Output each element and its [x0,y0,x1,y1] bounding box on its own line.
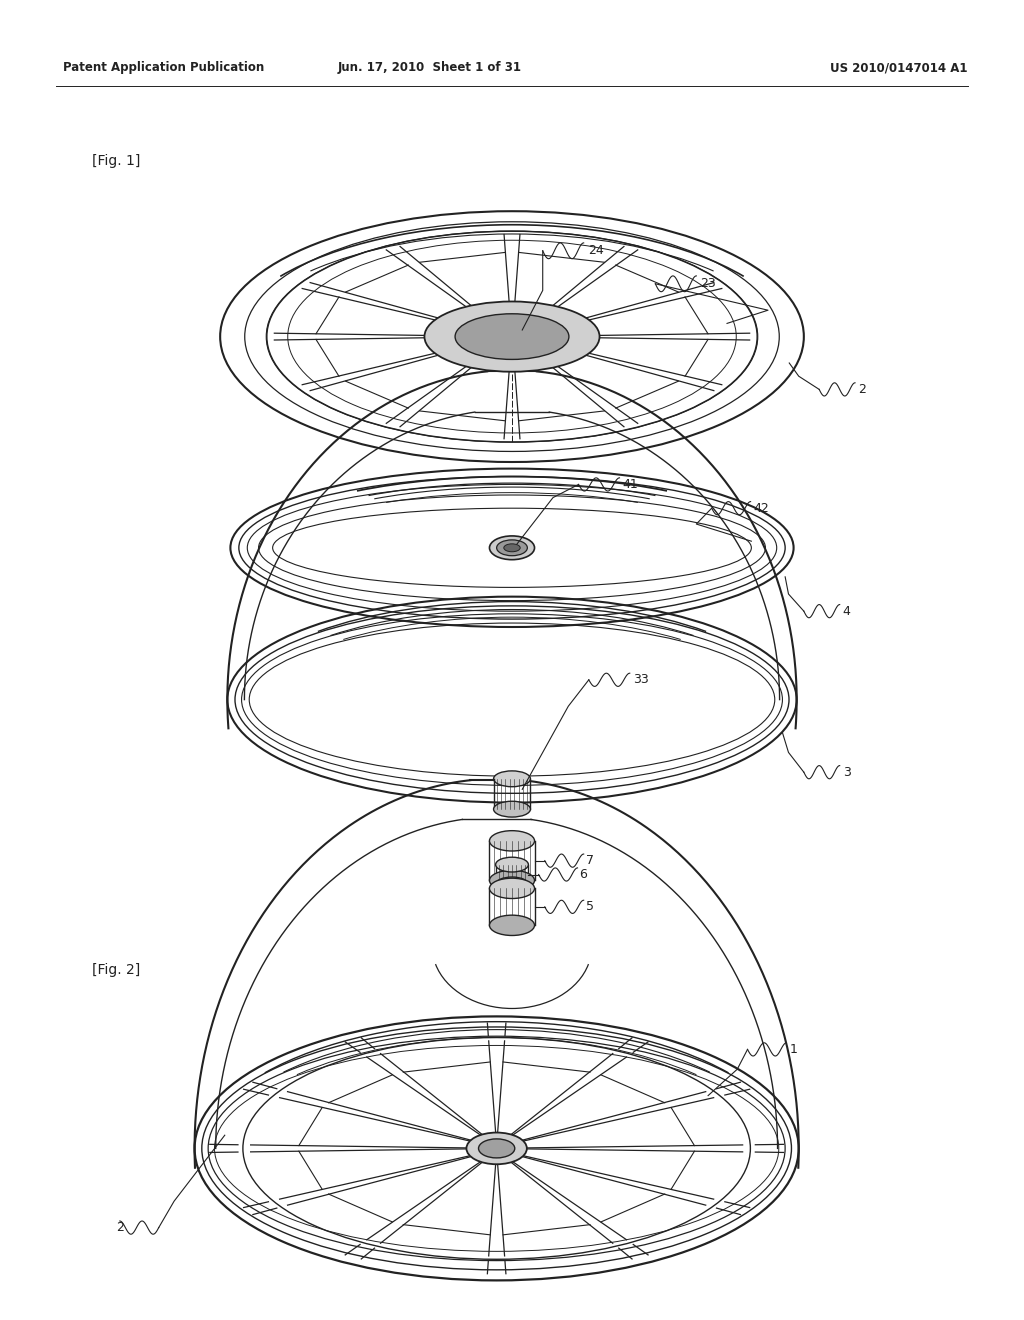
Ellipse shape [455,314,569,359]
Ellipse shape [214,209,810,465]
Text: 2: 2 [116,1221,124,1234]
Text: US 2010/0147014 A1: US 2010/0147014 A1 [830,62,968,74]
Ellipse shape [219,442,805,957]
Ellipse shape [494,771,530,787]
Ellipse shape [424,301,600,372]
Text: 41: 41 [623,478,638,491]
Ellipse shape [496,876,528,892]
Ellipse shape [179,779,814,1320]
Ellipse shape [467,1133,526,1164]
Ellipse shape [496,857,528,873]
Text: Patent Application Publication: Patent Application Publication [63,62,265,74]
Text: 3: 3 [843,766,851,779]
Text: 7: 7 [586,854,594,867]
Text: [Fig. 1]: [Fig. 1] [92,154,140,168]
Ellipse shape [504,544,520,552]
Ellipse shape [494,801,530,817]
Text: 5: 5 [586,900,594,913]
Ellipse shape [489,915,535,936]
Text: 2: 2 [858,383,866,396]
Ellipse shape [489,878,535,899]
Ellipse shape [478,1139,515,1158]
Text: 4: 4 [843,605,851,618]
Text: 42: 42 [754,502,769,515]
Ellipse shape [497,540,527,556]
Text: Jun. 17, 2010  Sheet 1 of 31: Jun. 17, 2010 Sheet 1 of 31 [338,62,522,74]
Text: [Fig. 2]: [Fig. 2] [92,964,140,977]
Text: 24: 24 [588,244,603,257]
Ellipse shape [489,830,535,851]
Ellipse shape [489,870,535,891]
Text: 23: 23 [700,277,716,290]
Ellipse shape [224,461,799,635]
Text: 1: 1 [790,1043,798,1056]
Ellipse shape [489,536,535,560]
Text: 6: 6 [580,869,588,880]
Text: 33: 33 [633,673,648,686]
